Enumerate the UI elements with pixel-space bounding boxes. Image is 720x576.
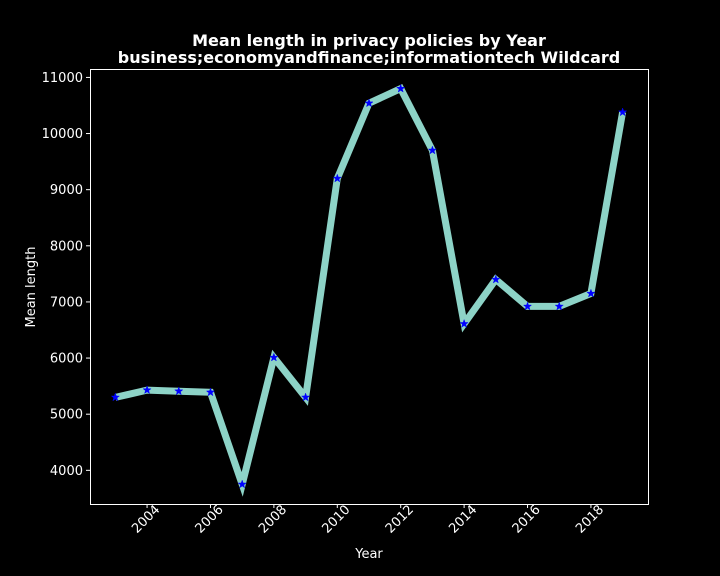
chart-subtitle: business;economyandfinance;informationte… xyxy=(118,48,621,67)
plot-frame xyxy=(90,69,649,505)
data-point-marker xyxy=(174,386,184,396)
data-point-marker xyxy=(300,392,311,402)
data-point-marker xyxy=(427,145,438,155)
x-tick-label: 2012 xyxy=(383,503,417,537)
x-tick-label: 2018 xyxy=(573,503,607,537)
y-tick-label: 6000 xyxy=(50,352,83,367)
x-axis: 2004 2006 2008 2010 2012 2014 2016 2018 xyxy=(129,503,607,537)
data-point-marker xyxy=(269,352,279,362)
data-point-marker xyxy=(205,387,216,397)
y-tick-label: 11000 xyxy=(42,71,83,86)
data-point-marker xyxy=(491,274,501,284)
data-point-marker xyxy=(395,83,406,93)
data-point-marker xyxy=(110,392,121,402)
data-point-marker xyxy=(332,173,343,183)
y-tick-label: 8000 xyxy=(50,239,83,254)
x-tick-label: 2010 xyxy=(319,503,353,537)
data-point-marker xyxy=(554,301,564,311)
x-tick-label: 2004 xyxy=(129,503,163,537)
y-tick-label: 7000 xyxy=(50,295,83,310)
y-tick-label: 4000 xyxy=(50,464,83,479)
y-tick-label: 5000 xyxy=(50,408,83,423)
y-tick-label: 9000 xyxy=(50,183,83,198)
data-point-marker xyxy=(617,107,628,117)
data-point-marker xyxy=(364,98,374,108)
x-tick-label: 2006 xyxy=(193,503,227,537)
data-point-marker xyxy=(586,288,596,298)
data-point-marker xyxy=(522,301,533,311)
y-axis: 4000 5000 6000 7000 8000 9000 10000 11000 xyxy=(42,71,90,479)
x-tick-label: 2016 xyxy=(510,503,544,537)
chart-title: Mean length in privacy policies by Year xyxy=(192,31,546,50)
y-tick-label: 10000 xyxy=(42,127,83,142)
x-tick-label: 2008 xyxy=(256,503,290,537)
x-axis-label: Year xyxy=(354,547,383,562)
data-point-marker xyxy=(459,318,469,328)
data-point-marker xyxy=(237,479,247,489)
data-point-marker xyxy=(142,385,152,395)
series-group xyxy=(110,83,628,497)
y-axis-label: Mean length xyxy=(24,247,39,328)
series-line xyxy=(114,84,627,497)
x-tick-label: 2014 xyxy=(446,503,480,537)
